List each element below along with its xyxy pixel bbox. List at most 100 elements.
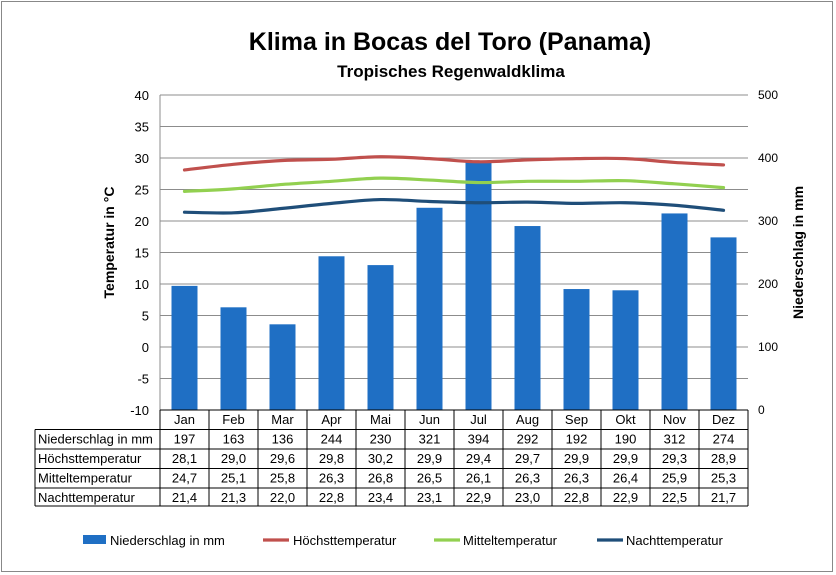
category-label: Jul bbox=[470, 412, 487, 427]
y-left-tick-label: 25 bbox=[135, 183, 149, 198]
precipitation-bar bbox=[269, 324, 296, 410]
table-cell-value: 28,9 bbox=[711, 451, 736, 466]
table-cell-value: 26,4 bbox=[613, 471, 638, 486]
y-left-tick-label: -5 bbox=[137, 372, 149, 387]
table-cell-value: 190 bbox=[615, 432, 637, 447]
table-row-label: Nachttemperatur bbox=[38, 490, 135, 505]
table-cell-value: 24,7 bbox=[172, 471, 197, 486]
legend-label: Mitteltemperatur bbox=[463, 533, 558, 548]
category-label: Nov bbox=[663, 412, 687, 427]
table-cell-value: 292 bbox=[517, 432, 539, 447]
category-label: Sep bbox=[565, 412, 588, 427]
y-right-tick-label: 200 bbox=[758, 277, 778, 291]
table-cell-value: 26,8 bbox=[368, 471, 393, 486]
category-label: Mar bbox=[271, 412, 294, 427]
y-left-tick-label: 5 bbox=[142, 309, 149, 324]
precipitation-bar bbox=[220, 307, 247, 410]
table-cell-value: 22,8 bbox=[564, 490, 589, 505]
table-cell-value: 28,1 bbox=[172, 451, 197, 466]
y-right-tick-label: 300 bbox=[758, 214, 778, 228]
table-cell-value: 321 bbox=[419, 432, 441, 447]
y-left-tick-label: 10 bbox=[135, 277, 149, 292]
chart-subtitle: Tropisches Regenwaldklima bbox=[337, 62, 565, 81]
series-line-mitteltemperatur bbox=[182, 176, 726, 193]
table-cell-value: 274 bbox=[713, 432, 735, 447]
table-row-label: Höchsttemperatur bbox=[38, 451, 142, 466]
precipitation-bar bbox=[367, 265, 394, 410]
table-cell-value: 29,3 bbox=[662, 451, 687, 466]
table-cell-value: 29,7 bbox=[515, 451, 540, 466]
category-label: Dez bbox=[712, 412, 735, 427]
y-left-tick-label: -10 bbox=[130, 403, 149, 418]
precipitation-bar bbox=[661, 213, 688, 410]
table-cell-value: 21,7 bbox=[711, 490, 736, 505]
table-cell-value: 25,8 bbox=[270, 471, 295, 486]
table-cell-value: 25,3 bbox=[711, 471, 736, 486]
y-left-tick-label: 30 bbox=[135, 151, 149, 166]
table-row-label: Mitteltemperatur bbox=[38, 471, 133, 486]
legend-label: Höchsttemperatur bbox=[293, 533, 397, 548]
table-cell-value: 23,4 bbox=[368, 490, 393, 505]
table-cell-value: 312 bbox=[664, 432, 686, 447]
precipitation-bar bbox=[416, 207, 443, 410]
precipitation-bar bbox=[710, 237, 737, 410]
precipitation-bar bbox=[563, 289, 590, 410]
precipitation-bar bbox=[514, 226, 541, 410]
y-left-tick-label: 15 bbox=[135, 246, 149, 261]
y-left-tick-label: 40 bbox=[135, 88, 149, 103]
table-cell-value: 21,4 bbox=[172, 490, 197, 505]
legend-label: Niederschlag in mm bbox=[110, 533, 225, 548]
precipitation-bar bbox=[318, 256, 345, 410]
table-cell-value: 394 bbox=[468, 432, 490, 447]
y-left-tick-label: 20 bbox=[135, 214, 149, 229]
table-cell-value: 230 bbox=[370, 432, 392, 447]
series-line-nachttemperatur bbox=[182, 197, 726, 215]
table-cell-value: 29,9 bbox=[417, 451, 442, 466]
category-label: Aug bbox=[516, 412, 539, 427]
table-cell-value: 22,0 bbox=[270, 490, 295, 505]
category-label: Jun bbox=[419, 412, 440, 427]
table-row-label: Niederschlag in mm bbox=[38, 432, 153, 447]
category-label: Okt bbox=[615, 412, 636, 427]
table-cell-value: 29,9 bbox=[613, 451, 638, 466]
category-label: Feb bbox=[222, 412, 244, 427]
table-cell-value: 26,3 bbox=[319, 471, 344, 486]
legend-swatch-bar bbox=[83, 535, 106, 544]
table-cell-value: 244 bbox=[321, 432, 343, 447]
table-cell-value: 29,4 bbox=[466, 451, 491, 466]
table-cell-value: 29,8 bbox=[319, 451, 344, 466]
y-left-tick-label: 35 bbox=[135, 120, 149, 135]
y-left-axis-title: Temperatur in °C bbox=[101, 187, 117, 299]
y-left-tick-label: 0 bbox=[142, 340, 149, 355]
legend-label: Nachttemperatur bbox=[626, 533, 723, 548]
table-cell-value: 30,2 bbox=[368, 451, 393, 466]
table-cell-value: 22,5 bbox=[662, 490, 687, 505]
precipitation-bar bbox=[171, 285, 198, 410]
table-cell-value: 23,0 bbox=[515, 490, 540, 505]
table-cell-value: 26,3 bbox=[515, 471, 540, 486]
table-cell-value: 26,5 bbox=[417, 471, 442, 486]
series-line-h-chsttemperatur bbox=[182, 155, 726, 172]
table-cell-value: 25,9 bbox=[662, 471, 687, 486]
table-cell-value: 192 bbox=[566, 432, 588, 447]
y-right-tick-label: 0 bbox=[758, 403, 765, 417]
y-right-tick-label: 100 bbox=[758, 340, 778, 354]
table-cell-value: 21,3 bbox=[221, 490, 246, 505]
chart-title: Klima in Bocas del Toro (Panama) bbox=[249, 28, 651, 56]
precipitation-bar bbox=[612, 290, 639, 410]
precipitation-bar bbox=[465, 161, 492, 410]
table-cell-value: 26,1 bbox=[466, 471, 491, 486]
table-cell-value: 29,0 bbox=[221, 451, 246, 466]
category-label: Jan bbox=[174, 412, 195, 427]
table-cell-value: 26,3 bbox=[564, 471, 589, 486]
y-right-tick-label: 400 bbox=[758, 151, 778, 165]
y-right-tick-label: 500 bbox=[758, 88, 778, 102]
table-cell-value: 197 bbox=[174, 432, 196, 447]
table-cell-value: 136 bbox=[272, 432, 294, 447]
y-right-axis-title: Niederschlag in mm bbox=[790, 186, 806, 319]
table-cell-value: 22,9 bbox=[466, 490, 491, 505]
category-label: Mai bbox=[370, 412, 391, 427]
table-cell-value: 163 bbox=[223, 432, 245, 447]
category-label: Apr bbox=[321, 412, 342, 427]
